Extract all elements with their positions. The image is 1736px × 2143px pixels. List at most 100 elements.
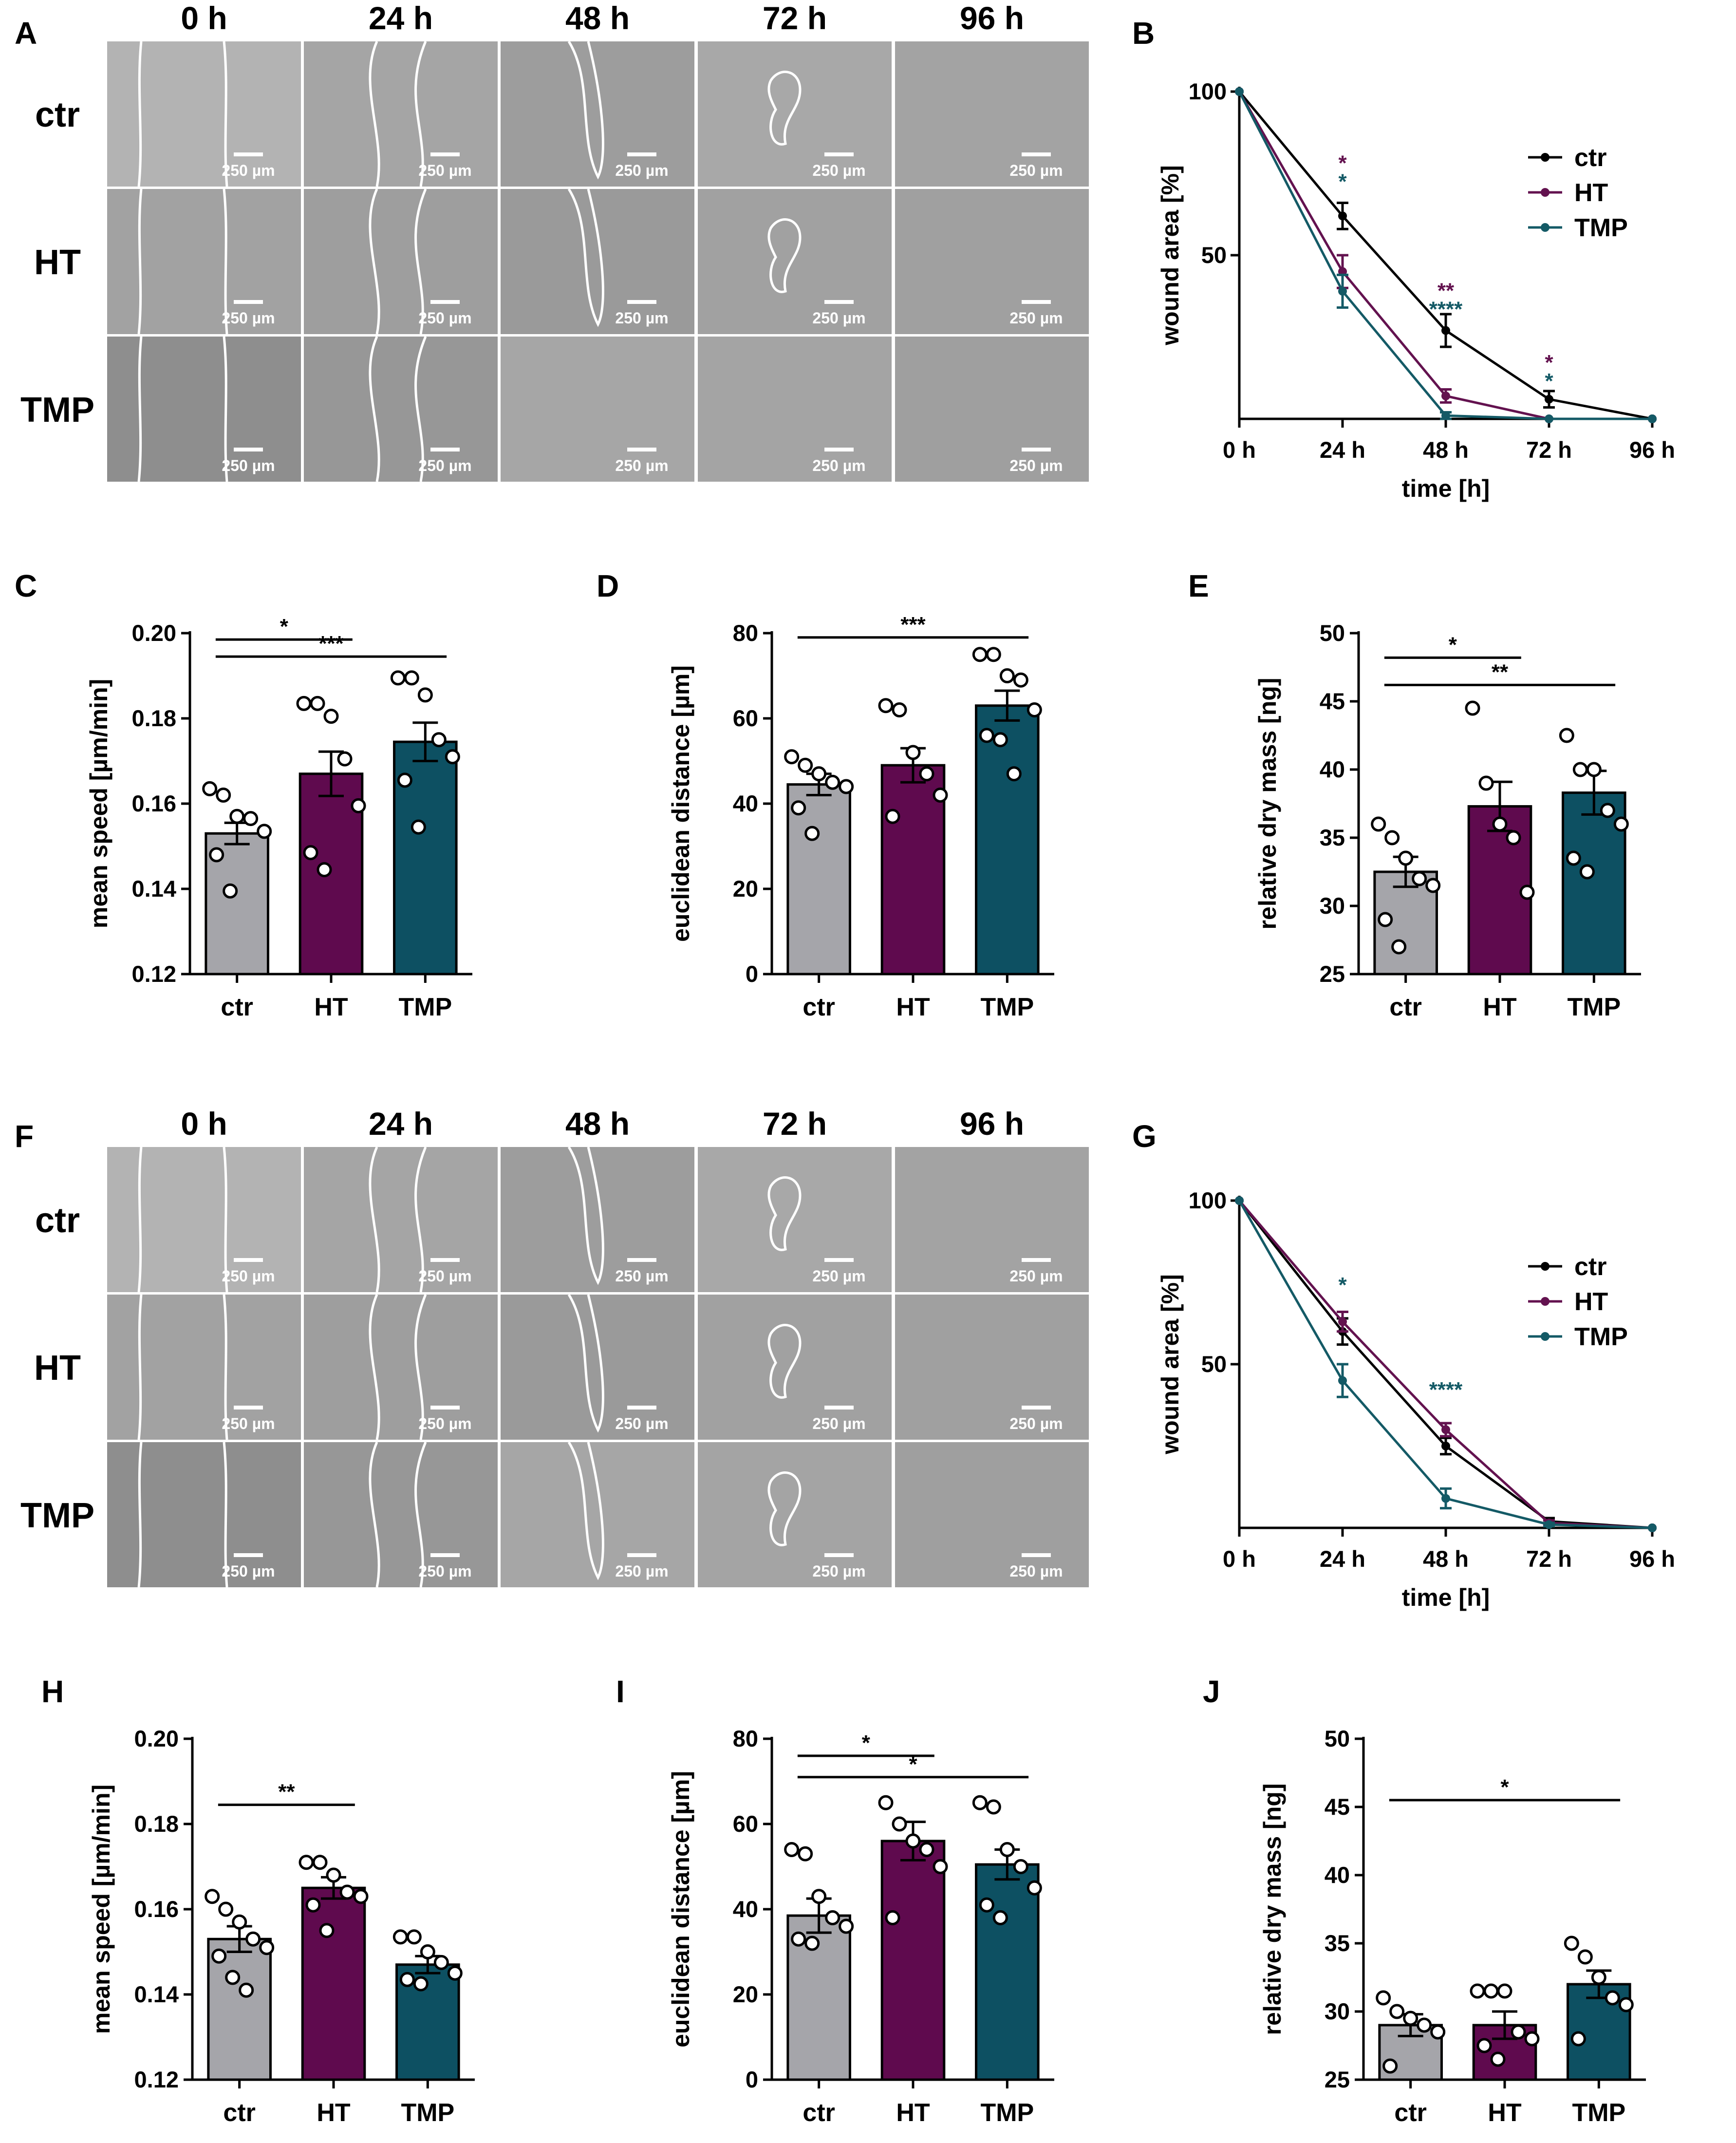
data-point-ctr [791,800,806,816]
y-tick-label: 0.14 [132,876,176,902]
data-point-HT [326,1867,341,1883]
micrograph-image [895,337,1089,482]
panel-label-G: G [1132,1119,1157,1154]
y-tick-label: 60 [733,1811,758,1837]
y-tick-label: 50 [1201,242,1227,268]
legend-marker-TMP [1541,1332,1549,1341]
data-point-ctr [1425,878,1441,893]
micrograph-image [501,1147,694,1292]
line-chart-G: 50 100 0 h 24 h 48 h 72 h 96 h time [h] wound ar… [1157,1187,1675,1611]
scale-bar [824,300,854,304]
y-tick-label: 60 [733,705,758,731]
data-point-TMP [431,732,447,748]
bar-HT [880,764,946,976]
scale-bar-label: 250 µm [418,1267,471,1285]
panel-label-F: F [15,1119,34,1154]
data-point-HT [933,1859,948,1874]
data-point-ctr [791,1931,806,1947]
wound-edge [223,1147,228,1293]
wound-edge [369,1441,380,1588]
data-point-ctr [1391,939,1407,955]
data-point-HT [337,751,353,767]
row-label-HT: HT [34,1349,81,1388]
significance-label: ** [1492,660,1509,684]
timepoint-header: 72 h [763,1106,827,1142]
micrograph-HT-0: 250 µm [107,1294,301,1440]
legend-entry-ctr: ctr [1574,144,1606,172]
scale-bar-label: 250 µm [222,457,275,474]
data-point-TMP [992,732,1008,748]
scale-bar-label: 250 µm [1009,309,1063,327]
wound-edge [567,40,604,180]
data-point-TMP [992,1910,1008,1925]
x-tick-label: 0 h [1223,437,1256,463]
bar-TMP [975,1863,1040,2081]
data-point-ctr [798,1846,813,1861]
micrograph-image [698,337,892,482]
x-tick-label: HT [896,2099,930,2127]
data-point-TMP [986,647,1001,662]
scale-bar [627,152,656,156]
wound-edge [223,1442,228,1588]
y-tick-label: 25 [1325,2067,1350,2092]
row-label-TMP: TMP [20,1496,94,1535]
data-point-HT [919,1842,934,1857]
data-point-HT [1338,1317,1347,1326]
data-point-TMP [1648,414,1657,423]
data-point-TMP [1559,728,1574,743]
data-point-TMP [1648,1523,1657,1532]
scale-bar [430,1406,460,1410]
wound-edge [767,1176,802,1251]
data-point-ctr [1403,2011,1419,2026]
micrograph-image [304,1295,498,1440]
data-point-TMP [404,670,419,686]
data-point-HT [323,709,339,724]
micrograph-image [501,189,694,334]
micrograph-image [895,1442,1089,1587]
data-point-TMP [1338,286,1347,296]
data-point-HT [919,766,934,782]
data-point-TMP [1013,672,1028,688]
data-point-ctr [839,1918,854,1934]
scale-bar-label: 250 µm [222,1415,275,1432]
scale-bar-label: 250 µm [812,309,865,327]
scale-bar [1022,1406,1051,1410]
scale-bar-label: 250 µm [222,162,275,179]
x-tick-label: 0 h [1223,1546,1256,1572]
scale-bar [430,1553,460,1557]
data-point-ctr [229,808,245,824]
data-point-TMP [1441,411,1450,420]
panel-label-B: B [1132,16,1155,51]
data-point-TMP [1338,1376,1347,1385]
legend-marker-HT [1541,188,1549,197]
scale-bar [627,1258,656,1262]
data-point-ctr [804,1936,820,1951]
significance-label: * [909,1752,917,1776]
x-tick-label: ctr [1389,993,1421,1021]
bar-HT [301,1886,366,2081]
data-point-ctr [784,1842,800,1857]
wound-edge [137,1442,143,1588]
scale-bar-label: 250 µm [812,457,865,474]
data-point-ctr [225,1970,241,1985]
scale-bar [824,1258,854,1262]
scale-bar-label: 250 µm [418,309,471,327]
wound-edge [223,41,228,187]
bar-HT [880,1840,946,2081]
data-point-HT [319,1923,335,1938]
data-point-HT [353,1889,369,1904]
significance-label: * [1545,369,1553,393]
micrograph-image [895,1147,1089,1292]
scale-bar-label: 250 µm [222,1267,275,1285]
bar-chart-C: 0.12 0.14 0.16 0.18 0.20 ctr HT TMP mean speed [… [85,615,472,1021]
data-point-HT [1524,2031,1540,2047]
data-point-TMP [1027,702,1042,717]
data-point-ctr [1389,2004,1405,2019]
panel-label-C: C [15,568,37,603]
data-point-HT [305,1897,321,1913]
data-point-HT [1519,884,1535,900]
legend-marker-ctr [1541,153,1549,162]
scale-bar-label: 250 µm [1009,1415,1063,1432]
scale-bar [824,1553,854,1557]
x-tick-label: 72 h [1526,1546,1572,1572]
